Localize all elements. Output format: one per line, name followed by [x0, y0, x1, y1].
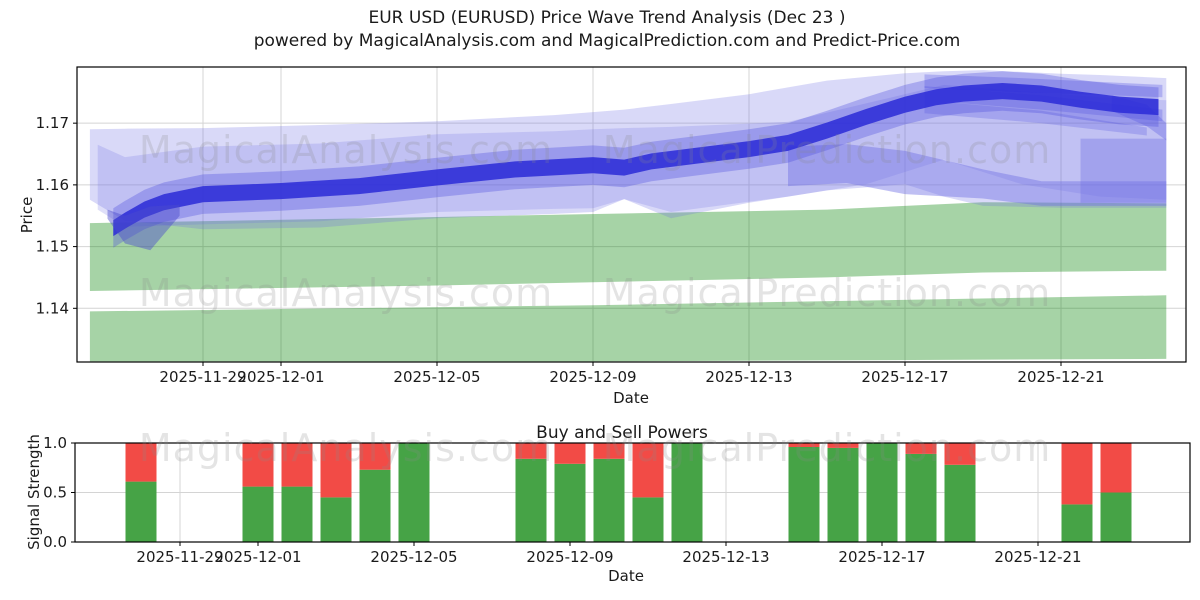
buy-bar: [866, 443, 898, 542]
signal-strength-axis-label: Signal Strength: [25, 434, 43, 550]
buy-bar: [125, 481, 157, 542]
buy-bar: [1100, 492, 1132, 542]
y-tick-label: 1.14: [36, 299, 69, 317]
price-plot-frame: [76, 66, 1187, 363]
x-tick-label: 2025-12-13: [682, 548, 769, 566]
price-band-start-tangle-wedge: [107, 204, 180, 251]
power-chart-bars: [125, 443, 1132, 542]
x-tick-label: 2025-12-09: [549, 368, 636, 386]
price-date-axis-label: Date: [613, 389, 649, 407]
y-tick-label: 1.15: [36, 238, 69, 256]
buy-bar: [905, 453, 937, 542]
sell-bar: [944, 443, 976, 465]
sell-bar: [1061, 443, 1093, 505]
sell-bar: [515, 443, 547, 459]
buy-bar: [671, 443, 703, 542]
price-axis-label: Price: [18, 196, 36, 234]
buy-bar: [359, 469, 391, 542]
buy-bar: [632, 497, 664, 542]
y-tick-label: 0.0: [43, 533, 67, 551]
price-band-green-support-lower: [89, 295, 1167, 362]
sell-bar: [827, 443, 859, 448]
price-chart-bands: [89, 70, 1167, 362]
sell-bar: [554, 443, 586, 464]
price-band-wave-wisp-3: [924, 100, 1147, 136]
buy-bar: [242, 486, 274, 542]
x-tick-label: 2025-12-21: [1017, 368, 1104, 386]
y-tick-label: 0.5: [43, 484, 67, 502]
sell-bar: [359, 443, 391, 470]
sell-bar: [905, 443, 937, 454]
buy-bar: [398, 443, 430, 542]
power-chart-title: Buy and Sell Powers: [536, 423, 708, 443]
x-tick-label: 2025-11-29: [136, 548, 223, 566]
power-plot-frame: [74, 442, 1191, 543]
y-tick-label: 1.16: [36, 176, 69, 194]
buy-bar: [281, 486, 313, 542]
buy-bar: [827, 447, 859, 542]
x-tick-label: 2025-12-21: [994, 548, 1081, 566]
price-band-support-band-end-block: [1080, 138, 1167, 203]
sell-bar: [593, 443, 625, 459]
buy-bar: [1061, 504, 1093, 542]
x-tick-label: 2025-12-17: [838, 548, 925, 566]
chart-title: EUR USD (EURUSD) Price Wave Trend Analys…: [368, 8, 846, 28]
buy-bar: [515, 458, 547, 542]
buy-bar: [593, 458, 625, 542]
x-tick-label: 2025-12-17: [861, 368, 948, 386]
buy-bar: [788, 447, 820, 542]
x-tick-label: 2025-12-13: [705, 368, 792, 386]
price-band-wave-core: [113, 83, 1159, 237]
y-tick-label: 1.17: [36, 114, 69, 132]
power-date-axis-label: Date: [608, 567, 644, 585]
sell-bar: [320, 443, 352, 498]
sell-bar: [242, 443, 274, 487]
x-tick-label: 2025-12-09: [526, 548, 613, 566]
x-tick-label: 2025-12-05: [393, 368, 480, 386]
price-band-wave-wisp-1: [924, 74, 1163, 98]
chart-subtitle: powered by MagicalAnalysis.com and Magic…: [253, 31, 961, 51]
sell-bar: [1100, 443, 1132, 493]
buy-bar: [944, 464, 976, 542]
price-band-support-band-descending: [788, 144, 1167, 206]
price-band-green-support-upper: [89, 202, 1167, 291]
x-tick-label: 2025-11-29: [159, 368, 246, 386]
y-tick-label: 1.0: [43, 434, 67, 452]
buy-bar: [320, 497, 352, 542]
x-tick-label: 2025-12-01: [214, 548, 301, 566]
buy-bar: [554, 463, 586, 542]
sell-bar: [788, 443, 820, 447]
x-tick-label: 2025-12-05: [370, 548, 457, 566]
sell-bar: [632, 443, 664, 498]
x-tick-label: 2025-12-01: [237, 368, 324, 386]
sell-bar: [125, 443, 157, 482]
sell-bar: [281, 443, 313, 487]
